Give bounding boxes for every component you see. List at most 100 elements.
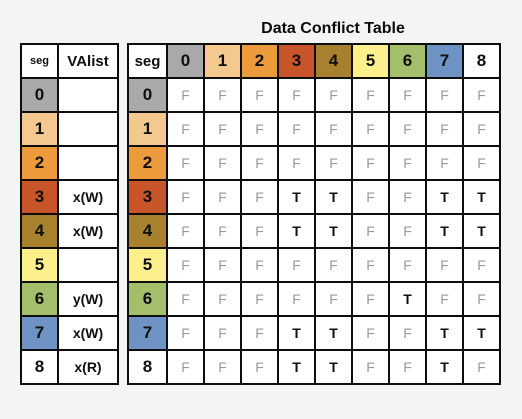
conflict-cell: F bbox=[277, 281, 316, 317]
conflict-cell: F bbox=[166, 111, 205, 147]
conflict-cell: F bbox=[425, 281, 464, 317]
va-valist-cell: x(R) bbox=[57, 349, 119, 385]
conflict-cell: T bbox=[425, 349, 464, 385]
conflict-cell: F bbox=[314, 281, 353, 317]
conflict-cell: F bbox=[203, 213, 242, 249]
va-header-valist: VAlist bbox=[57, 43, 119, 79]
va-row: 0 bbox=[20, 77, 119, 113]
conflict-cell: F bbox=[388, 77, 427, 113]
va-valist-cell: x(W) bbox=[57, 213, 119, 249]
conflict-row-header: 5 bbox=[127, 247, 168, 283]
conflict-cell: F bbox=[240, 213, 279, 249]
conflict-cell: T bbox=[314, 315, 353, 351]
conflict-cell: F bbox=[166, 315, 205, 351]
conflict-cell: T bbox=[314, 349, 353, 385]
va-seg-cell: 4 bbox=[20, 213, 59, 249]
conflict-cell: F bbox=[203, 315, 242, 351]
conflict-cell: T bbox=[277, 179, 316, 215]
conflict-cell: F bbox=[166, 349, 205, 385]
va-valist-cell: x(W) bbox=[57, 315, 119, 351]
conflict-cell: F bbox=[203, 111, 242, 147]
conflict-cell: T bbox=[314, 179, 353, 215]
conflict-col-header: 2 bbox=[240, 43, 279, 79]
va-header-row: seg VAlist bbox=[20, 43, 119, 79]
conflict-cell: F bbox=[462, 145, 501, 181]
conflict-cell: F bbox=[388, 349, 427, 385]
va-row: 4 x(W) bbox=[20, 213, 119, 249]
conflict-cell: F bbox=[277, 77, 316, 113]
conflict-cell: T bbox=[462, 213, 501, 249]
conflict-row-header: 2 bbox=[127, 145, 168, 181]
conflict-cell: F bbox=[388, 213, 427, 249]
conflict-cell: F bbox=[203, 77, 242, 113]
conflict-cell: F bbox=[203, 179, 242, 215]
conflict-row-header: 0 bbox=[127, 77, 168, 113]
conflict-cell: T bbox=[314, 213, 353, 249]
conflict-cell: F bbox=[351, 213, 390, 249]
conflict-cell: F bbox=[351, 145, 390, 181]
data-conflict-table: seg 0 1 2 3 4 5 6 7 8 0 F F F F F F F F F 1 F F F F F F F F F 2 F F F F F F F… bbox=[127, 43, 501, 385]
conflict-cell: F bbox=[314, 247, 353, 283]
va-valist-cell bbox=[57, 111, 119, 147]
conflict-cell: F bbox=[351, 179, 390, 215]
conflict-cell: F bbox=[166, 281, 205, 317]
va-list-table: seg VAlist 0 1 2 3 x(W) 4 x(W) 5 6 y(W) 7 x(W) 8 x(R) bbox=[20, 43, 119, 385]
conflict-cell: T bbox=[462, 179, 501, 215]
conflict-cell: T bbox=[388, 281, 427, 317]
conflict-corner-label: seg bbox=[127, 43, 168, 79]
va-row: 2 bbox=[20, 145, 119, 181]
conflict-cell: F bbox=[462, 111, 501, 147]
conflict-cell: F bbox=[166, 179, 205, 215]
conflict-cell: F bbox=[277, 247, 316, 283]
conflict-cell: T bbox=[425, 213, 464, 249]
va-row: 8 x(R) bbox=[20, 349, 119, 385]
va-seg-cell: 2 bbox=[20, 145, 59, 181]
conflict-row-header: 1 bbox=[127, 111, 168, 147]
conflict-cell: F bbox=[166, 247, 205, 283]
conflict-cell: F bbox=[388, 315, 427, 351]
conflict-cell: F bbox=[425, 247, 464, 283]
va-header-seg: seg bbox=[20, 43, 59, 79]
conflict-cell: F bbox=[240, 349, 279, 385]
conflict-col-header: 7 bbox=[425, 43, 464, 79]
conflict-cell: T bbox=[277, 315, 316, 351]
table-title: Data Conflict Table bbox=[261, 20, 405, 37]
conflict-cell: F bbox=[462, 77, 501, 113]
conflict-cell: F bbox=[203, 145, 242, 181]
conflict-col-header: 1 bbox=[203, 43, 242, 79]
conflict-cell: F bbox=[314, 77, 353, 113]
conflict-cell: F bbox=[203, 247, 242, 283]
conflict-cell: T bbox=[462, 315, 501, 351]
conflict-cell: F bbox=[351, 247, 390, 283]
va-valist-cell bbox=[57, 77, 119, 113]
va-seg-cell: 8 bbox=[20, 349, 59, 385]
conflict-cell: F bbox=[388, 111, 427, 147]
conflict-row-header: 8 bbox=[127, 349, 168, 385]
va-valist-cell: x(W) bbox=[57, 179, 119, 215]
conflict-cell: F bbox=[351, 77, 390, 113]
conflict-row-header: 6 bbox=[127, 281, 168, 317]
conflict-cell: F bbox=[314, 145, 353, 181]
conflict-cell: T bbox=[425, 179, 464, 215]
conflict-header-row: seg 0 1 2 3 4 5 6 7 8 bbox=[127, 43, 501, 79]
conflict-cell: F bbox=[203, 281, 242, 317]
va-seg-cell: 1 bbox=[20, 111, 59, 147]
conflict-cell: F bbox=[203, 349, 242, 385]
va-seg-cell: 5 bbox=[20, 247, 59, 283]
conflict-col-header: 6 bbox=[388, 43, 427, 79]
conflict-cell: F bbox=[388, 179, 427, 215]
conflict-col-header: 8 bbox=[462, 43, 501, 79]
va-valist-cell bbox=[57, 247, 119, 283]
conflict-cell: F bbox=[240, 281, 279, 317]
conflict-cell: F bbox=[425, 111, 464, 147]
conflict-row-header: 7 bbox=[127, 315, 168, 351]
conflict-cell: F bbox=[462, 349, 501, 385]
conflict-col-header: 5 bbox=[351, 43, 390, 79]
conflict-cell: T bbox=[277, 213, 316, 249]
conflict-col-header: 3 bbox=[277, 43, 316, 79]
